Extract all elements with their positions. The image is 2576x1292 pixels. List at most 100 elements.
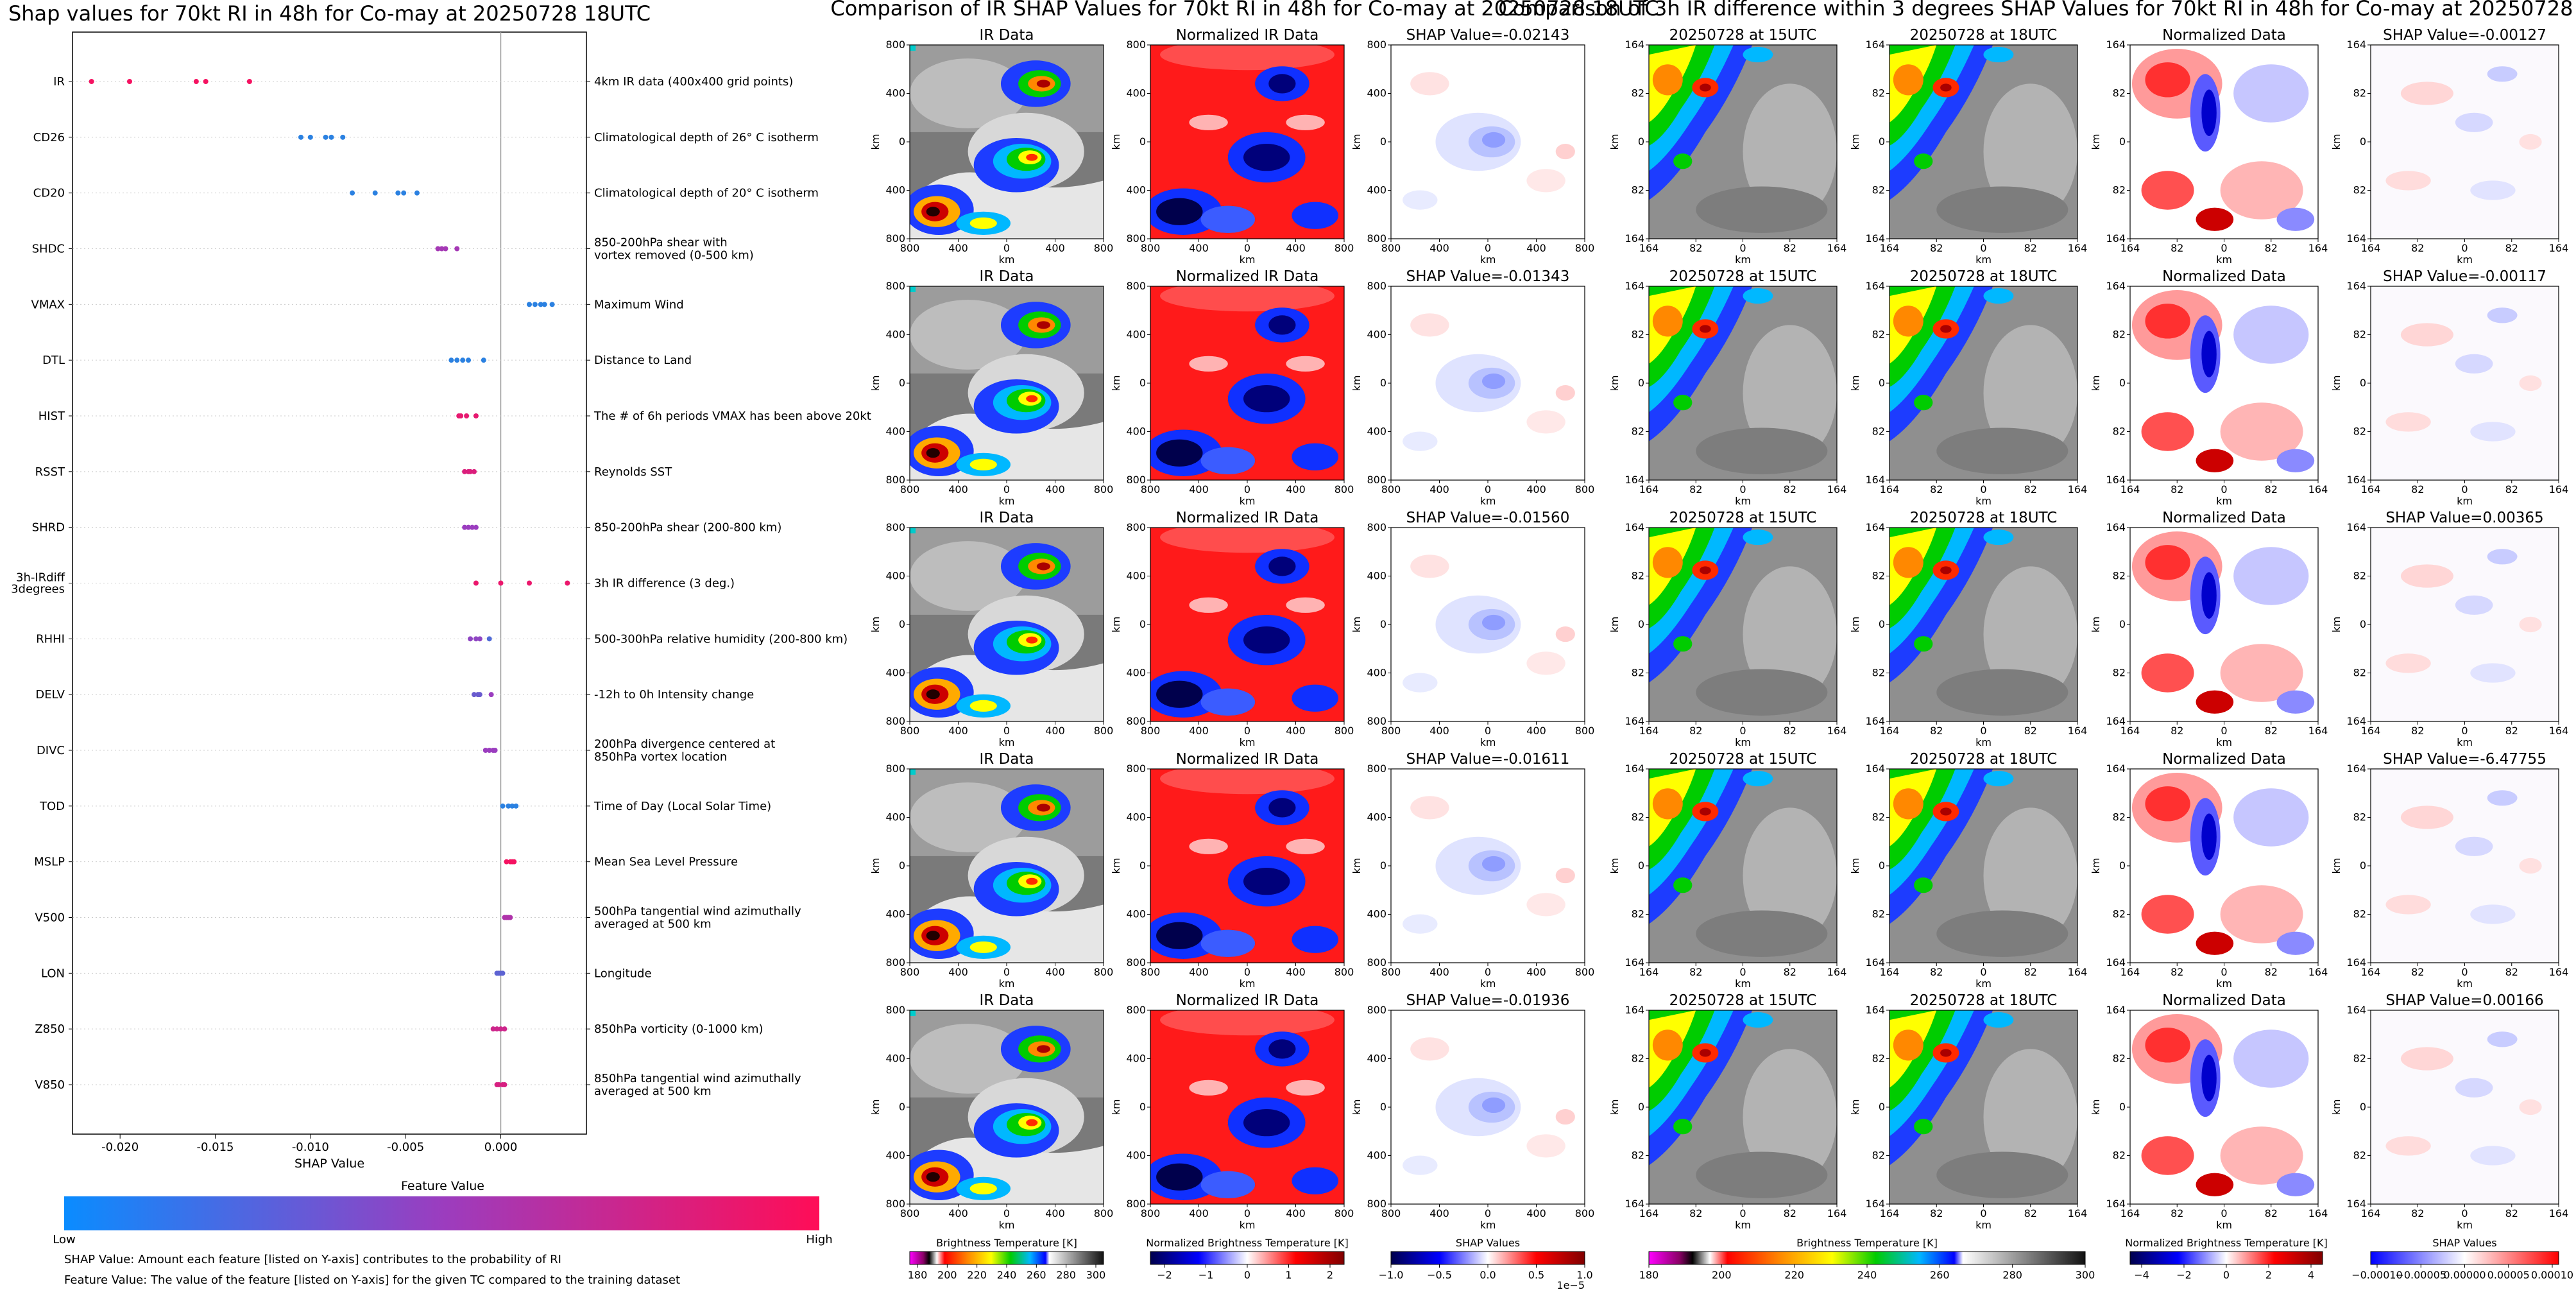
x-tick-label: 0 bbox=[1980, 966, 1986, 978]
x-tick-label: 82 bbox=[2171, 1207, 2183, 1219]
shap-point bbox=[246, 79, 252, 84]
x-tick-label: 800 bbox=[1094, 725, 1114, 737]
feature-description: 3h IR difference (3 deg.) bbox=[594, 577, 735, 590]
y-tick-label: 0 bbox=[1879, 859, 1885, 872]
panel-title: 20250728 at 15UTC bbox=[1669, 751, 1817, 768]
y-tick-label: 164 bbox=[1625, 521, 1644, 533]
y-tick-label: 0 bbox=[1638, 1101, 1644, 1113]
feature-name: MSLP bbox=[34, 856, 65, 869]
y-tick-label: 0 bbox=[1139, 135, 1146, 148]
y-tick-label: 164 bbox=[2346, 762, 2366, 775]
x-axis-label: km bbox=[999, 1219, 1015, 1231]
y-tick-label: 82 bbox=[1632, 329, 1644, 341]
feature-colorbar bbox=[64, 1196, 819, 1230]
shap-summary-panel: Shap values for 70kt RI in 48h for Co-ma… bbox=[8, 1, 871, 1287]
note-shap: SHAP Value: Amount each feature [listed … bbox=[64, 1253, 561, 1266]
y-tick-label: 82 bbox=[1632, 184, 1644, 196]
y-tick-label: 800 bbox=[1126, 232, 1146, 245]
x-tick-label: 82 bbox=[2505, 483, 2518, 495]
y-tick-label: 0 bbox=[1139, 618, 1146, 630]
x-tick-label: 164 bbox=[1880, 966, 1900, 978]
feature-name: SHDC bbox=[32, 243, 65, 256]
y-tick-label: 164 bbox=[1625, 232, 1644, 245]
colorbar-tick-label: −0.5 bbox=[1427, 1269, 1452, 1281]
x-tick-label: 82 bbox=[2265, 483, 2278, 495]
y-axis-label: km bbox=[1110, 617, 1122, 633]
y-tick-label: 82 bbox=[1872, 426, 1885, 438]
panel-title: 20250728 at 18UTC bbox=[1910, 268, 2058, 285]
y-tick-label: 800 bbox=[1126, 474, 1146, 486]
x-tick-label: 164 bbox=[2120, 725, 2140, 737]
y-axis-label: km bbox=[1351, 1099, 1363, 1115]
x-tick-label: 400 bbox=[1526, 725, 1546, 737]
shap-point bbox=[494, 1026, 500, 1032]
colorbar bbox=[2129, 1251, 2323, 1265]
panel-title: 20250728 at 15UTC bbox=[1669, 268, 1817, 285]
x-tick-label: 82 bbox=[2024, 483, 2037, 495]
shap-point bbox=[401, 190, 407, 196]
y-tick-label: 0 bbox=[899, 859, 905, 872]
y-tick-label: 800 bbox=[885, 762, 905, 775]
shap-point bbox=[481, 357, 486, 363]
y-tick-label: 400 bbox=[1367, 667, 1386, 679]
x-tick-label: 0 bbox=[2221, 242, 2227, 254]
y-tick-label: 800 bbox=[1367, 1198, 1386, 1210]
panel-title: 20250728 at 18UTC bbox=[1910, 27, 2058, 44]
x-tick-label: 164 bbox=[1827, 1207, 1847, 1219]
feature-name: Z850 bbox=[35, 1022, 65, 1036]
shap-value-title: SHAP Value=-0.01343 bbox=[1406, 268, 1570, 285]
x-tick-label: 0 bbox=[1485, 483, 1491, 495]
shap-point bbox=[500, 970, 506, 976]
x-tick-label: 82 bbox=[2171, 242, 2183, 254]
y-tick-label: 800 bbox=[1126, 521, 1146, 533]
x-tick-label: 82 bbox=[1689, 725, 1702, 737]
heatmap-image bbox=[910, 769, 1104, 963]
x-axis-label: km bbox=[2457, 495, 2473, 507]
y-tick-label: 82 bbox=[1872, 329, 1885, 341]
x-tick-label: 800 bbox=[900, 966, 920, 978]
x-tick-label: 164 bbox=[1827, 725, 1847, 737]
x-tick-label: 82 bbox=[1689, 483, 1702, 495]
x-tick-label: 400 bbox=[1526, 483, 1546, 495]
y-tick-label: 800 bbox=[885, 1198, 905, 1210]
shap-point bbox=[470, 524, 475, 530]
y-tick-label: 400 bbox=[1126, 184, 1146, 196]
x-tick-label: 800 bbox=[900, 725, 920, 737]
y-tick-label: 164 bbox=[1625, 280, 1644, 292]
heatmap-image bbox=[1889, 286, 2077, 480]
colorbar-tick-label: 220 bbox=[1784, 1269, 1804, 1281]
heatmap-image bbox=[910, 528, 1104, 721]
y-tick-label: 164 bbox=[2346, 280, 2366, 292]
panel-title: Normalized IR Data bbox=[1176, 27, 1319, 44]
shap-point bbox=[466, 357, 472, 363]
x-axis-label: km bbox=[1240, 978, 1256, 990]
shap-point bbox=[395, 190, 401, 196]
x-tick-label: 82 bbox=[1930, 1207, 1943, 1219]
colorbar-tick-label: 180 bbox=[908, 1269, 928, 1281]
x-tick-label: 164 bbox=[2308, 1207, 2328, 1219]
y-axis-label: km bbox=[2330, 617, 2342, 633]
y-tick-label: 164 bbox=[2346, 39, 2366, 51]
feature-name: DIVC bbox=[37, 744, 65, 757]
x-axis-label: km bbox=[999, 978, 1015, 990]
feature-description: 4km IR data (400x400 grid points) bbox=[594, 75, 793, 89]
y-tick-label: 164 bbox=[1865, 280, 1885, 292]
y-tick-label: 164 bbox=[1865, 1004, 1885, 1016]
x-tick-label: 82 bbox=[2505, 966, 2518, 978]
y-axis-label: km bbox=[1351, 375, 1363, 392]
y-tick-label: 400 bbox=[885, 570, 905, 582]
panel-title: Normalized Data bbox=[2162, 268, 2286, 285]
heatmap-image bbox=[1391, 45, 1585, 239]
y-tick-label: 0 bbox=[1638, 859, 1644, 872]
shap-point bbox=[473, 636, 479, 642]
shap-point bbox=[473, 524, 479, 530]
x-tick-label: 164 bbox=[1639, 483, 1659, 495]
x-tick-label: 400 bbox=[948, 1207, 968, 1219]
x-tick-label: 164 bbox=[2068, 1207, 2088, 1219]
y-tick-label: 164 bbox=[2106, 474, 2126, 486]
y-tick-label: 82 bbox=[1872, 184, 1885, 196]
y-tick-label: 400 bbox=[1367, 570, 1386, 582]
panel-title: 20250728 at 18UTC bbox=[1910, 992, 2058, 1009]
x-tick-label: 800 bbox=[1335, 725, 1354, 737]
x-tick-label: 0 bbox=[1980, 1207, 1986, 1219]
